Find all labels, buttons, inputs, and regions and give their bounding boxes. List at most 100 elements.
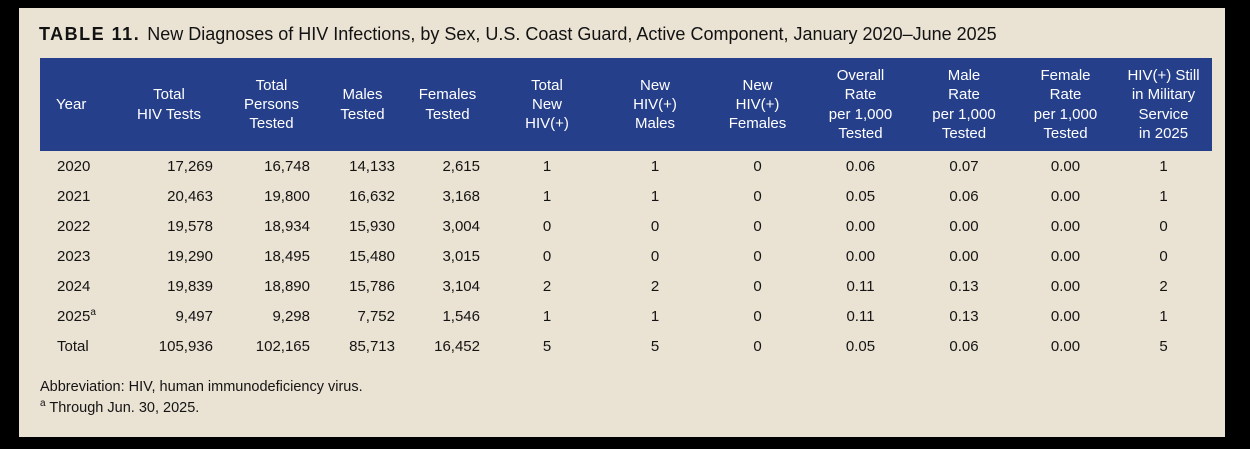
footnote-a-marker: a [40, 398, 46, 410]
column-header-overall-rate: Overall Rate per 1,000 Tested [809, 58, 912, 151]
male-rate-cell: 0.13 [949, 307, 979, 325]
total-persons-tested-cell: 16,748 [264, 157, 310, 175]
females-tested-cell: 3,015 [442, 247, 480, 265]
column-header-new-hiv-females: New HIV(+) Females [706, 58, 809, 151]
overall-rate-cell: 0.00 [845, 217, 876, 235]
overall-rate-cell: 0.11 [846, 307, 875, 325]
still-in-service-cell: 5 [1159, 337, 1168, 355]
male-rate-cell: 0.06 [949, 337, 979, 355]
males-tested-cell: 15,786 [349, 277, 395, 295]
females-tested-cell: 3,104 [442, 277, 480, 295]
new-hiv-females-cell: 0 [753, 247, 762, 265]
new-hiv-males-cell: 1 [650, 307, 660, 325]
female-rate-cell: 0.00 [1050, 307, 1081, 325]
males-tested-cell: 85,713 [349, 337, 395, 355]
females-tested-cell: 1,546 [442, 307, 480, 325]
overall-rate-cell: 0.06 [845, 157, 876, 175]
column-header-females-tested: Females Tested [405, 58, 490, 151]
total-persons-tested-cell: 18,495 [264, 247, 310, 265]
female-rate-cell: 0.00 [1050, 217, 1081, 235]
overall-rate-cell: 0.00 [845, 247, 876, 265]
total-persons-tested-cell: 18,890 [264, 277, 310, 295]
column-header-males-tested: Males Tested [320, 58, 405, 151]
total-hiv-tests-cell: 9,497 [175, 307, 213, 325]
new-hiv-females-cell: 0 [753, 187, 762, 205]
column-header-new-hiv-males: New HIV(+) Males [604, 58, 706, 151]
total-persons-tested-cell: 9,298 [272, 307, 310, 325]
still-in-service-cell: 0 [1159, 217, 1168, 235]
males-tested-cell: 14,133 [349, 157, 395, 175]
still-in-service-cell: 1 [1159, 307, 1168, 325]
females-tested-cell: 2,615 [442, 157, 480, 175]
male-rate-cell: 0.07 [949, 157, 979, 175]
new-hiv-females-cell: 0 [753, 157, 762, 175]
footnotes: Abbreviation: HIV, human immunodeficienc… [40, 377, 1225, 419]
year-cell: 2020 [57, 157, 91, 175]
column-header-total-hiv-tests: Total HIV Tests [115, 58, 223, 151]
table-title: TABLE 11. New Diagnoses of HIV Infections… [19, 8, 1225, 45]
total-new-hiv-cell: 2 [542, 277, 552, 295]
table-header: Year Total HIV Tests Total Persons Teste… [40, 58, 1212, 151]
still-in-service-cell: 2 [1159, 277, 1168, 295]
footnote-a: a Through Jun. 30, 2025. [40, 398, 1225, 419]
footnote-marker: a [90, 306, 96, 318]
column-header-female-rate: Female Rate per 1,000 Tested [1016, 58, 1115, 151]
total-new-hiv-cell: 1 [542, 307, 552, 325]
total-hiv-tests-cell: 19,290 [167, 247, 213, 265]
female-rate-cell: 0.00 [1050, 337, 1081, 355]
male-rate-cell: 0.00 [949, 247, 979, 265]
total-new-hiv-cell: 1 [542, 157, 552, 175]
new-hiv-females-cell: 0 [753, 217, 762, 235]
new-hiv-males-cell: 0 [650, 247, 660, 265]
column-header-total-new-hiv: Total New HIV(+) [490, 58, 604, 151]
female-rate-cell: 0.00 [1050, 277, 1081, 295]
table-row-2020: 2020 17,269 16,748 14,133 2,615 1 1 0 0.… [40, 151, 1212, 181]
hiv-diagnoses-table: Year Total HIV Tests Total Persons Teste… [40, 58, 1212, 361]
female-rate-cell: 0.00 [1050, 187, 1081, 205]
total-hiv-tests-cell: 105,936 [158, 337, 213, 355]
year-cell: Total [57, 337, 89, 355]
new-hiv-males-cell: 0 [650, 217, 660, 235]
females-tested-cell: 3,168 [442, 187, 480, 205]
table-title-text: New Diagnoses of HIV Infections, by Sex,… [147, 24, 997, 44]
year-cell: 2022 [57, 217, 91, 235]
total-new-hiv-cell: 1 [542, 187, 552, 205]
table-body: 2020 17,269 16,748 14,133 2,615 1 1 0 0.… [40, 151, 1212, 361]
total-new-hiv-cell: 5 [542, 337, 552, 355]
table-number: TABLE 11. [39, 24, 141, 44]
still-in-service-cell: 1 [1159, 187, 1168, 205]
table-row-2021: 2021 20,463 19,800 16,632 3,168 1 1 0 0.… [40, 181, 1212, 211]
males-tested-cell: 7,752 [357, 307, 395, 325]
total-hiv-tests-cell: 20,463 [167, 187, 213, 205]
total-hiv-tests-cell: 19,578 [167, 217, 213, 235]
abbreviation-note: Abbreviation: HIV, human immunodeficienc… [40, 379, 363, 395]
total-persons-tested-cell: 102,165 [255, 337, 310, 355]
column-header-still-in-service: HIV(+) Still in Military Service in 2025 [1115, 58, 1212, 151]
column-header-total-persons-tested: Total Persons Tested [223, 58, 320, 151]
total-new-hiv-cell: 0 [542, 217, 552, 235]
table-row-2024: 2024 19,839 18,890 15,786 3,104 2 2 0 0.… [40, 271, 1212, 301]
total-new-hiv-cell: 0 [542, 247, 552, 265]
year-cell: 2023 [57, 247, 91, 265]
new-hiv-males-cell: 1 [650, 157, 660, 175]
total-hiv-tests-cell: 17,269 [167, 157, 213, 175]
male-rate-cell: 0.13 [949, 277, 979, 295]
column-header-year: Year [40, 58, 115, 151]
new-hiv-females-cell: 0 [753, 337, 762, 355]
total-persons-tested-cell: 18,934 [264, 217, 310, 235]
year-cell: 2021 [57, 187, 91, 205]
males-tested-cell: 16,632 [349, 187, 395, 205]
new-hiv-males-cell: 5 [650, 337, 660, 355]
total-persons-tested-cell: 19,800 [264, 187, 310, 205]
table-row-total: Total 105,936 102,165 85,713 16,452 5 5 … [40, 331, 1212, 361]
female-rate-cell: 0.00 [1050, 247, 1081, 265]
male-rate-cell: 0.06 [949, 187, 979, 205]
header-row: Year Total HIV Tests Total Persons Teste… [40, 58, 1212, 151]
new-hiv-females-cell: 0 [753, 277, 762, 295]
table-row-2022: 2022 19,578 18,934 15,930 3,004 0 0 0 0.… [40, 211, 1212, 241]
female-rate-cell: 0.00 [1050, 157, 1081, 175]
new-hiv-males-cell: 2 [650, 277, 660, 295]
male-rate-cell: 0.00 [949, 217, 979, 235]
still-in-service-cell: 1 [1159, 157, 1168, 175]
total-hiv-tests-cell: 19,839 [167, 277, 213, 295]
